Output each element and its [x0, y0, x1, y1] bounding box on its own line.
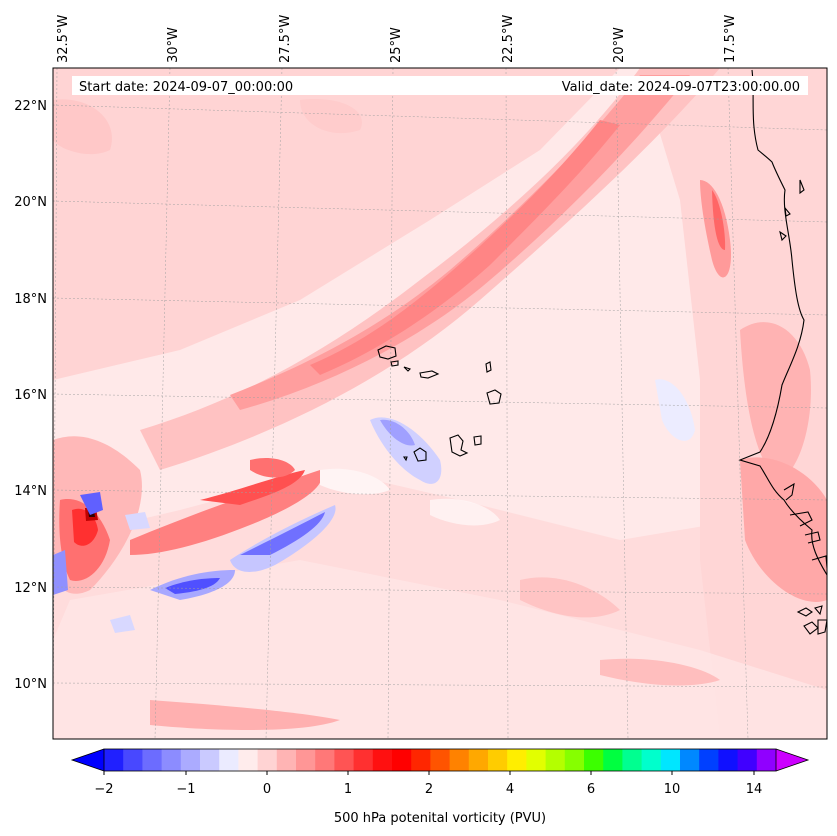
colorbar-segment	[641, 749, 662, 771]
longitude-labels: 32.5°W 30°W 27.5°W 25°W 22.5°W 20°W 17.5…	[56, 15, 738, 63]
colorbar-segment	[219, 749, 239, 771]
colorbar-segments	[104, 749, 777, 771]
colorbar-tick-label: −2	[94, 782, 113, 797]
colorbar-tick-label: 10	[664, 782, 681, 797]
cape-verde-islands	[377, 345, 502, 462]
colorbar-segment	[756, 749, 777, 771]
colorbar-segment	[468, 749, 489, 771]
colorbar-segment	[737, 749, 758, 771]
colorbar-segment	[200, 749, 220, 771]
lat-label: 12°N	[14, 581, 47, 596]
colorbar-segment	[296, 749, 316, 771]
colorbar-segment	[545, 749, 566, 771]
colorbar-segment	[238, 749, 259, 771]
colorbar-segment	[699, 749, 719, 771]
colorbar-segment	[718, 749, 739, 771]
colorbar-segment	[507, 749, 527, 771]
lat-label: 22°N	[14, 99, 47, 114]
colorbar-segment	[430, 749, 451, 771]
map-panel: Start date: 2024-09-07_00:00:00 Valid_da…	[52, 67, 828, 740]
colorbar-segment	[660, 749, 681, 771]
lon-label: 25°W	[389, 27, 404, 63]
colorbar-segment	[488, 749, 508, 771]
colorbar-segment	[622, 749, 643, 771]
colorbar: −2 −1 0 1 2 4 6 10 14 500 hPa potenital …	[70, 748, 810, 826]
map-frame	[52, 67, 828, 740]
latitude-labels: 22°N 20°N 18°N 16°N 14°N 12°N 10°N	[14, 99, 47, 692]
pv-field	[53, 68, 827, 739]
colorbar-tick-label: 2	[425, 782, 433, 797]
lon-label: 30°W	[166, 27, 181, 63]
colorbar-segment	[392, 749, 412, 771]
colorbar-segment	[257, 749, 278, 771]
colorbar-segment	[372, 749, 393, 771]
colorbar-segment	[680, 749, 700, 771]
colorbar-segment	[564, 749, 585, 771]
colorbar-segment	[603, 749, 623, 771]
colorbar-segment	[104, 749, 124, 771]
colorbar-segment	[161, 749, 182, 771]
colorbar-tick-label: 4	[506, 782, 514, 797]
colorbar-segment	[353, 749, 374, 771]
colorbar-tick-label: −1	[176, 782, 195, 797]
lat-label: 14°N	[14, 484, 47, 499]
lon-label: 32.5°W	[56, 15, 71, 63]
date-box	[72, 76, 808, 95]
colorbar-segment	[526, 749, 547, 771]
lon-label: 17.5°W	[723, 15, 738, 63]
colorbar-ticks: −2 −1 0 1 2 4 6 10 14	[94, 771, 762, 797]
colorbar-frame	[103, 748, 777, 772]
start-date-label: Start date: 2024-09-07_00:00:00	[79, 80, 293, 95]
lat-label: 16°N	[14, 388, 47, 403]
colorbar-extend-low	[72, 749, 104, 771]
colorbar-tick-label: 1	[344, 782, 352, 797]
colorbar-tick-label: 0	[263, 782, 271, 797]
colorbar-segment	[584, 749, 604, 771]
colorbar-segment	[449, 749, 470, 771]
valid-date-label: Valid_date: 2024-09-07T23:00:00.00	[562, 80, 800, 95]
colorbar-segment	[180, 749, 201, 771]
colorbar-segment	[123, 749, 143, 771]
lon-label: 22.5°W	[501, 15, 516, 63]
colorbar-segment	[334, 749, 355, 771]
lat-label: 18°N	[14, 292, 47, 307]
colorbar-tick-label: 14	[746, 782, 763, 797]
colorbar-segment	[142, 749, 163, 771]
lat-label: 10°N	[14, 677, 47, 692]
colorbar-extend-high	[776, 749, 808, 771]
colorbar-segment	[411, 749, 431, 771]
colorbar-segment	[276, 749, 297, 771]
lat-label: 20°N	[14, 195, 47, 210]
colorbar-segment	[315, 749, 335, 771]
lon-label: 27.5°W	[278, 15, 293, 63]
gridlines	[53, 68, 827, 739]
colorbar-tick-label: 6	[587, 782, 595, 797]
colorbar-label: 500 hPa potenital vorticity (PVU)	[334, 811, 546, 826]
lon-label: 20°W	[612, 27, 627, 63]
